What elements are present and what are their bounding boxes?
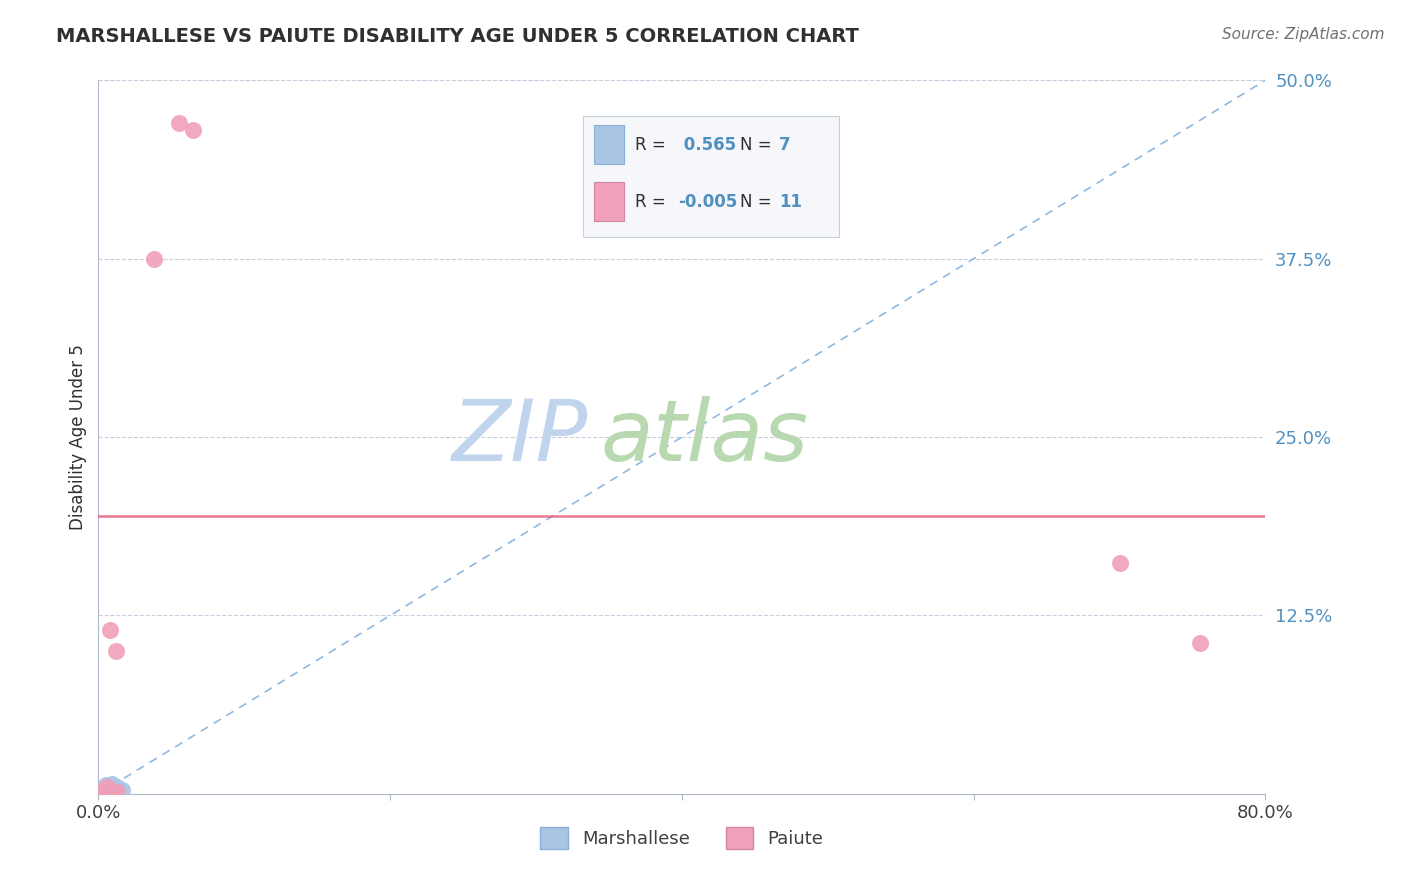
FancyBboxPatch shape: [595, 125, 624, 164]
Text: MARSHALLESE VS PAIUTE DISABILITY AGE UNDER 5 CORRELATION CHART: MARSHALLESE VS PAIUTE DISABILITY AGE UND…: [56, 27, 859, 45]
Point: [98, 623, 121, 637]
Point: [142, 252, 165, 266]
FancyBboxPatch shape: [582, 116, 839, 237]
Text: R =: R =: [636, 193, 671, 211]
Point: [167, 116, 190, 130]
Text: atlas: atlas: [600, 395, 808, 479]
Point: [181, 123, 204, 137]
Point: [100, 777, 122, 791]
Point: [97, 781, 120, 796]
Point: [111, 782, 134, 797]
Point: [94, 778, 117, 792]
Text: R =: R =: [636, 136, 671, 153]
Point: [104, 644, 127, 658]
Point: [1108, 556, 1130, 570]
Point: [100, 784, 122, 798]
Point: [96, 780, 118, 794]
Point: [103, 782, 125, 797]
Point: [91, 784, 114, 798]
Point: [1188, 635, 1211, 649]
Text: 0.565: 0.565: [679, 136, 737, 153]
Text: Source: ZipAtlas.com: Source: ZipAtlas.com: [1222, 27, 1385, 42]
Text: N =: N =: [741, 136, 778, 153]
Y-axis label: Disability Age Under 5: Disability Age Under 5: [69, 344, 87, 530]
Point: [105, 780, 128, 794]
Legend: Marshallese, Paiute: Marshallese, Paiute: [533, 820, 831, 856]
Point: [93, 782, 115, 797]
Point: [105, 785, 128, 799]
Text: ZIP: ZIP: [453, 395, 589, 479]
Text: -0.005: -0.005: [679, 193, 738, 211]
Text: 11: 11: [779, 193, 801, 211]
Text: N =: N =: [741, 193, 778, 211]
FancyBboxPatch shape: [595, 182, 624, 221]
Text: 7: 7: [779, 136, 790, 153]
